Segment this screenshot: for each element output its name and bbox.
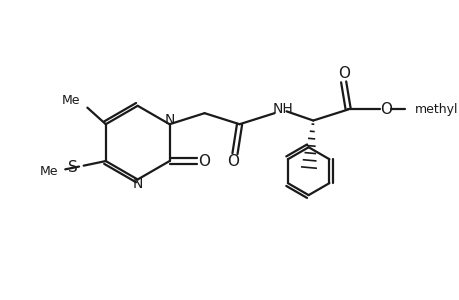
Text: Me: Me — [39, 165, 58, 178]
Text: S: S — [68, 160, 78, 175]
Text: O: O — [227, 154, 239, 169]
Text: methyl: methyl — [414, 103, 457, 116]
Text: Me: Me — [62, 94, 80, 107]
Text: N: N — [164, 112, 174, 127]
Text: NH: NH — [272, 102, 292, 116]
Text: O: O — [337, 66, 349, 81]
Text: O: O — [198, 154, 210, 169]
Text: O: O — [379, 102, 391, 117]
Text: N: N — [132, 177, 143, 191]
